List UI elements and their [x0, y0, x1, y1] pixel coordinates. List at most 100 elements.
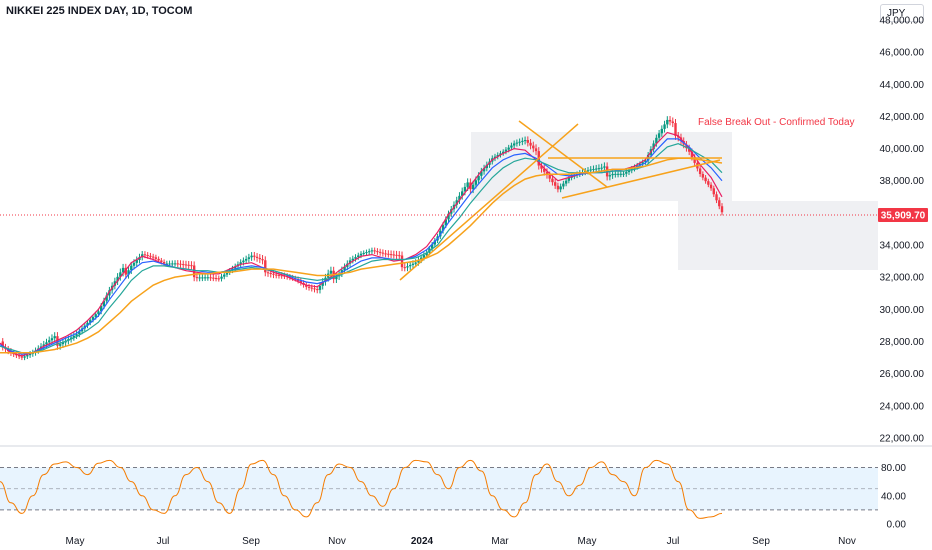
candle-body — [89, 319, 92, 323]
candle-body — [23, 356, 26, 358]
candle-body — [701, 174, 705, 178]
price-tick-label: 42,000.00 — [880, 112, 925, 123]
price-tick-label: 22,000.00 — [880, 433, 925, 444]
candle-body — [212, 277, 215, 279]
candle-body — [130, 265, 133, 271]
candle-body — [162, 262, 166, 264]
candle-body — [242, 260, 245, 263]
candle-body — [86, 322, 89, 326]
candle-body — [414, 262, 417, 264]
candle-body — [78, 331, 81, 335]
candle-body — [378, 251, 382, 253]
time-axis[interactable]: May Jul Sep Nov 2024 Mar May Jul Sep Nov — [66, 536, 856, 547]
candle-body — [239, 262, 242, 265]
candle-body — [258, 257, 262, 260]
candle-body — [521, 140, 524, 142]
candle-body — [430, 244, 434, 249]
candle-body — [299, 280, 303, 283]
time-tick-label: Nov — [328, 536, 346, 547]
price-tick-label: 46,000.00 — [880, 48, 925, 59]
candle-body — [398, 255, 401, 257]
candle-body — [693, 157, 696, 163]
price-tick-label: 32,000.00 — [880, 273, 925, 284]
trendline-rising[interactable] — [399, 123, 579, 281]
price-axis[interactable]: 22,000.00 24,000.00 26,000.00 28,000.00 30,0… — [880, 15, 925, 444]
candle-body — [493, 156, 497, 159]
candle-body — [687, 148, 691, 152]
candle-body — [171, 263, 174, 265]
candle-body — [389, 254, 393, 256]
time-tick-label: Sep — [242, 536, 260, 547]
candle-body — [529, 142, 532, 146]
candle-body — [160, 260, 163, 263]
price-tick-label: 30,000.00 — [880, 305, 925, 316]
candle-body — [589, 169, 592, 171]
oscillator-band — [0, 467, 878, 510]
candle-body — [622, 173, 625, 175]
candle-body — [471, 184, 475, 190]
candle-body — [313, 288, 316, 290]
candle-body — [540, 165, 543, 169]
candle-body — [564, 180, 568, 184]
candle-body — [444, 219, 447, 226]
candle-body — [597, 168, 601, 170]
candle-body — [97, 311, 100, 315]
candle-body — [45, 342, 48, 345]
candle-body — [214, 278, 218, 280]
candle-body — [203, 277, 207, 279]
candle-body — [182, 264, 185, 266]
candle-body — [600, 167, 603, 169]
candle-body — [403, 267, 406, 269]
trendline-falling[interactable] — [518, 120, 608, 188]
candle-body — [157, 258, 160, 261]
candle-body — [225, 272, 229, 275]
candle-body — [247, 257, 251, 259]
candle-body — [707, 181, 710, 185]
candle-body — [17, 355, 21, 357]
candle-body — [102, 300, 106, 307]
oscillator-axis[interactable]: 0.00 40.00 80.00 — [881, 463, 906, 531]
candle-body — [460, 191, 464, 196]
currency-button[interactable]: JPY — [880, 4, 924, 22]
time-tick-label: May — [66, 536, 85, 547]
candle-body — [288, 276, 292, 278]
trendline-support[interactable] — [561, 159, 721, 199]
candle-body — [354, 257, 357, 259]
candle-body — [56, 336, 59, 346]
candle-body — [652, 143, 655, 150]
candle-body — [305, 284, 308, 287]
candle-body — [720, 206, 724, 213]
moving-averages — [0, 131, 723, 357]
candle-body — [704, 177, 707, 182]
ema-slow-line — [0, 143, 723, 354]
candle-body — [310, 287, 313, 289]
candle-body — [685, 144, 688, 149]
candle-body — [223, 274, 226, 277]
chart-title: NIKKEI 225 INDEX DAY, 1D, TOCOM — [6, 5, 193, 17]
candle-body — [165, 263, 169, 265]
candle-body — [655, 137, 658, 144]
candle-body — [619, 173, 623, 175]
candle-body — [515, 142, 519, 144]
time-tick-label: Jul — [667, 536, 680, 547]
candle-body — [543, 168, 546, 172]
candle-body — [553, 182, 557, 186]
candle-body — [668, 119, 672, 122]
candle-body — [392, 254, 396, 256]
candle-body — [250, 255, 253, 258]
candle-body — [173, 263, 177, 265]
candle-body — [584, 171, 587, 173]
candle-body — [608, 175, 612, 177]
candle-body — [357, 255, 360, 258]
candle-body — [187, 264, 190, 266]
candle-body — [507, 147, 510, 150]
candle-body — [127, 270, 130, 275]
candle-body — [26, 355, 29, 357]
candle-body — [411, 263, 415, 265]
time-tick-label: 2024 — [411, 536, 434, 547]
candle-body — [611, 173, 614, 176]
candle-body — [132, 262, 136, 266]
time-tick-label: Jul — [157, 536, 170, 547]
candle-body — [69, 337, 73, 340]
